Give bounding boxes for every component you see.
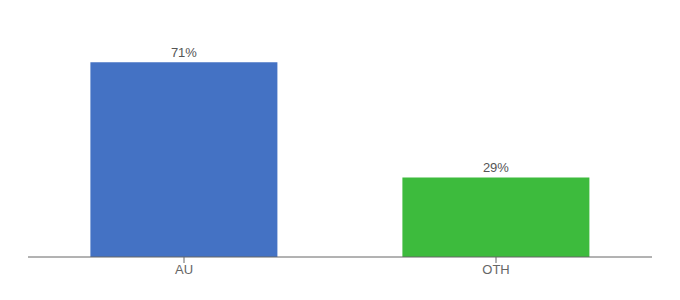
svg-text:AU: AU xyxy=(175,262,193,277)
svg-text:29%: 29% xyxy=(483,160,509,175)
svg-text:71%: 71% xyxy=(171,45,197,60)
svg-text:OTH: OTH xyxy=(482,262,509,277)
